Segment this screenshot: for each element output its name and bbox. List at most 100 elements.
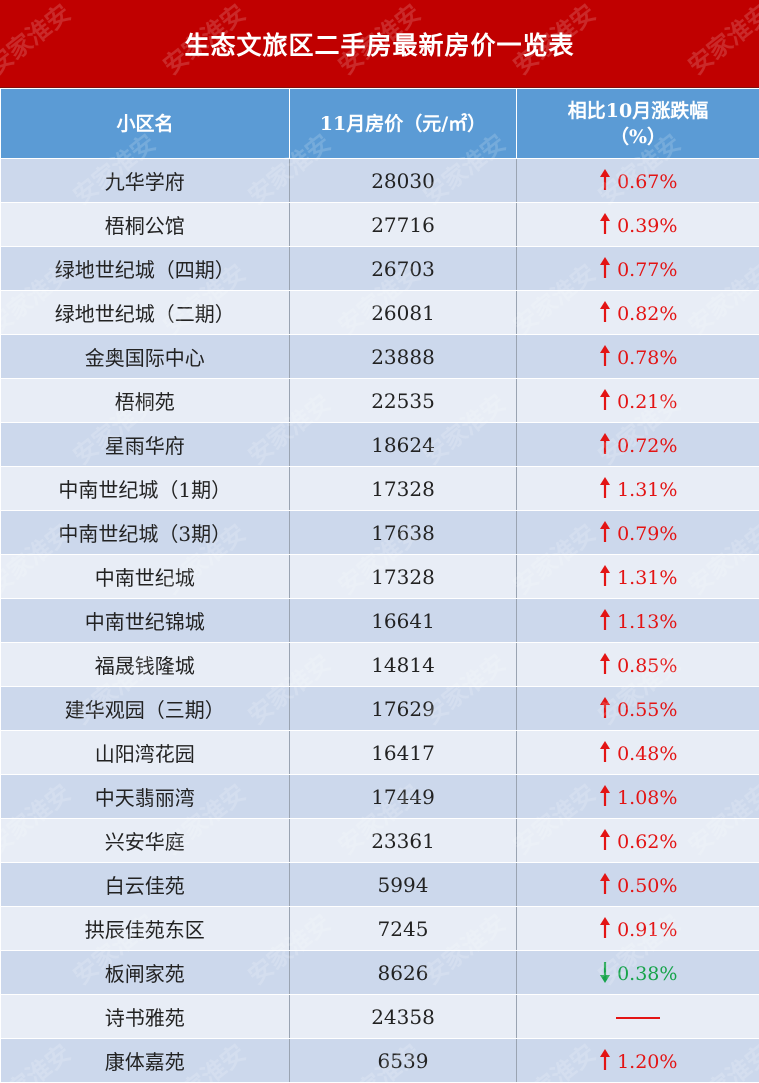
table-row: 建华观园（三期） 17629 0.55% [0,686,759,731]
arrow-up-icon [600,344,611,366]
community-name: 建华观园（三期） [0,686,290,731]
arrow-up-icon [600,168,611,190]
change-value: 0.91% [617,918,678,941]
change-cell: 0.39% [516,202,759,247]
arrow-up-icon [600,740,611,762]
arrow-up-icon [600,476,611,498]
change-cell: 0.82% [516,290,759,335]
price-value: 8626 [289,950,517,995]
price-value: 22535 [289,378,517,423]
header-change-line2: （%） [609,125,667,148]
price-value: 27716 [289,202,517,247]
change-cell: 0.72% [516,422,759,467]
community-name: 金奥国际中心 [0,334,290,379]
change-value: 0.62% [617,830,678,853]
no-change-dash-icon [616,1016,661,1019]
price-value: 26081 [289,290,517,335]
change-cell: 0.91% [516,906,759,951]
change-value: 0.38% [617,962,678,985]
price-value: 7245 [289,906,517,951]
community-name: 山阳湾花园 [0,730,290,775]
arrow-up-icon [600,212,611,234]
change-cell: 1.13% [516,598,759,643]
table-row: 康体嘉苑 6539 1.20% [0,1038,759,1083]
price-value: 17328 [289,466,517,511]
table-row: 中南世纪城（1期） 17328 1.31% [0,466,759,511]
community-name: 绿地世纪城（二期） [0,290,290,335]
table-row: 山阳湾花园 16417 0.48% [0,730,759,775]
price-value: 23361 [289,818,517,863]
arrow-up-icon [600,564,611,586]
change-cell: 0.85% [516,642,759,687]
arrow-up-icon [600,520,611,542]
community-name: 福晟钱隆城 [0,642,290,687]
price-value: 5994 [289,862,517,907]
community-name: 星雨华府 [0,422,290,467]
community-name: 中天翡丽湾 [0,774,290,819]
change-value: 0.85% [617,654,678,677]
price-table: 小区名 11月房价（元/㎡） 相比10月涨跌幅 （%） 九华学府 28030 0.6… [0,88,759,1083]
header-change-line1: 相比10月涨跌幅 [567,99,709,122]
table-row: 绿地世纪城（四期） 26703 0.77% [0,246,759,291]
price-value: 16641 [289,598,517,643]
change-cell: 0.79% [516,510,759,555]
arrow-up-icon [600,300,611,322]
price-value: 16417 [289,730,517,775]
table-row: 中南世纪锦城 16641 1.13% [0,598,759,643]
table-row: 中南世纪城（3期） 17638 0.79% [0,510,759,555]
community-name: 中南世纪城 [0,554,290,599]
price-value: 17328 [289,554,517,599]
price-value: 17638 [289,510,517,555]
change-value: 1.13% [617,610,678,633]
change-cell: 0.21% [516,378,759,423]
arrow-up-icon [600,872,611,894]
table-row: 绿地世纪城（二期） 26081 0.82% [0,290,759,335]
table-row: 兴安华庭 23361 0.62% [0,818,759,863]
community-name: 板闸家苑 [0,950,290,995]
table-row: 金奥国际中心 23888 0.78% [0,334,759,379]
arrow-up-icon [600,652,611,674]
price-value: 17449 [289,774,517,819]
change-value: 0.72% [617,434,678,457]
arrow-up-icon [600,784,611,806]
table-row: 梧桐苑 22535 0.21% [0,378,759,423]
change-cell: 0.77% [516,246,759,291]
change-value: 0.79% [617,522,678,545]
change-value: 0.77% [617,258,678,281]
table-body: 九华学府 28030 0.67% 梧桐公馆 27716 0.39% 绿地世纪城（四期） 267… [0,158,759,1083]
price-value: 28030 [289,158,517,203]
change-value: 0.21% [617,390,678,413]
arrow-up-icon [600,608,611,630]
change-cell [516,994,759,1039]
table-row: 白云佳苑 5994 0.50% [0,862,759,907]
change-value: 0.50% [617,874,678,897]
change-cell: 0.48% [516,730,759,775]
price-value: 17629 [289,686,517,731]
community-name: 兴安华庭 [0,818,290,863]
header-name: 小区名 [0,88,290,159]
table-row: 诗书雅苑 24358 [0,994,759,1039]
change-value: 1.31% [617,478,678,501]
table-row: 九华学府 28030 0.67% [0,158,759,203]
change-cell: 0.55% [516,686,759,731]
community-name: 梧桐公馆 [0,202,290,247]
community-name: 绿地世纪城（四期） [0,246,290,291]
community-name: 九华学府 [0,158,290,203]
community-name: 中南世纪城（1期） [0,466,290,511]
table-row: 拱辰佳苑东区 7245 0.91% [0,906,759,951]
change-value: 0.82% [617,302,678,325]
header-change: 相比10月涨跌幅 （%） [516,88,759,159]
change-value: 0.39% [617,214,678,237]
price-value: 14814 [289,642,517,687]
price-value: 23888 [289,334,517,379]
community-name: 中南世纪城（3期） [0,510,290,555]
arrow-up-icon [600,1048,611,1070]
change-value: 1.31% [617,566,678,589]
table-row: 福晟钱隆城 14814 0.85% [0,642,759,687]
arrow-up-icon [600,828,611,850]
community-name: 中南世纪锦城 [0,598,290,643]
table-row: 中南世纪城 17328 1.31% [0,554,759,599]
arrow-up-icon [600,696,611,718]
price-value: 26703 [289,246,517,291]
table-row: 板闸家苑 8626 0.38% [0,950,759,995]
